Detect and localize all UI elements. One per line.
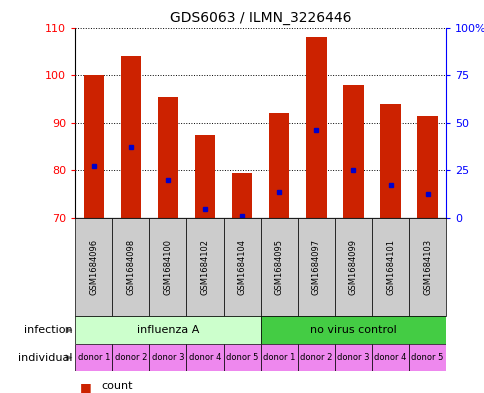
Text: GSM1684095: GSM1684095 (274, 239, 283, 295)
Text: donor 2: donor 2 (300, 353, 332, 362)
Bar (157, 97, 178, 218)
Text: GSM1684097: GSM1684097 (311, 239, 320, 295)
Text: GSM1684102: GSM1684102 (200, 239, 209, 295)
Text: GSM1684098: GSM1684098 (126, 239, 135, 295)
Bar (112, 218, 149, 316)
Bar (417, 116, 437, 218)
Bar (297, 218, 334, 316)
Bar (260, 344, 297, 371)
Title: GDS6063 / ILMN_3226446: GDS6063 / ILMN_3226446 (169, 11, 351, 25)
Bar (371, 218, 408, 316)
Bar (83, 75, 104, 218)
Bar (75, 344, 112, 371)
Bar (121, 56, 141, 218)
Text: GSM1684101: GSM1684101 (385, 239, 394, 295)
Bar (149, 218, 186, 316)
Text: GSM1684096: GSM1684096 (89, 239, 98, 295)
Bar (408, 218, 445, 316)
Bar (343, 84, 363, 218)
Text: GSM1684099: GSM1684099 (348, 239, 357, 295)
Bar (371, 344, 408, 371)
Bar (112, 344, 149, 371)
Text: donor 2: donor 2 (114, 353, 147, 362)
Bar (231, 173, 252, 218)
Text: donor 1: donor 1 (262, 353, 295, 362)
Bar (408, 344, 445, 371)
Text: ■: ■ (80, 381, 91, 393)
Bar (223, 344, 260, 371)
Bar (269, 113, 289, 218)
Bar (223, 218, 260, 316)
Bar (260, 316, 445, 344)
Bar (186, 218, 223, 316)
Bar (75, 316, 260, 344)
Text: donor 4: donor 4 (374, 353, 406, 362)
Text: count: count (102, 381, 133, 391)
Bar (75, 218, 112, 316)
Text: GSM1684103: GSM1684103 (422, 239, 431, 295)
Bar (305, 37, 326, 218)
Text: GSM1684100: GSM1684100 (163, 239, 172, 295)
Text: donor 5: donor 5 (226, 353, 258, 362)
Text: individual: individual (18, 353, 73, 363)
Bar (334, 218, 371, 316)
Bar (195, 135, 215, 218)
Bar (379, 104, 400, 218)
Bar (260, 218, 297, 316)
Text: influenza A: influenza A (136, 325, 199, 335)
Bar (186, 344, 223, 371)
Bar (297, 344, 334, 371)
Text: GSM1684104: GSM1684104 (237, 239, 246, 295)
Bar (149, 344, 186, 371)
Bar (334, 344, 371, 371)
Text: donor 4: donor 4 (188, 353, 221, 362)
Text: no virus control: no virus control (309, 325, 396, 335)
Text: donor 1: donor 1 (77, 353, 110, 362)
Text: infection: infection (24, 325, 73, 335)
Text: donor 3: donor 3 (336, 353, 369, 362)
Text: donor 5: donor 5 (410, 353, 443, 362)
Text: donor 3: donor 3 (151, 353, 184, 362)
